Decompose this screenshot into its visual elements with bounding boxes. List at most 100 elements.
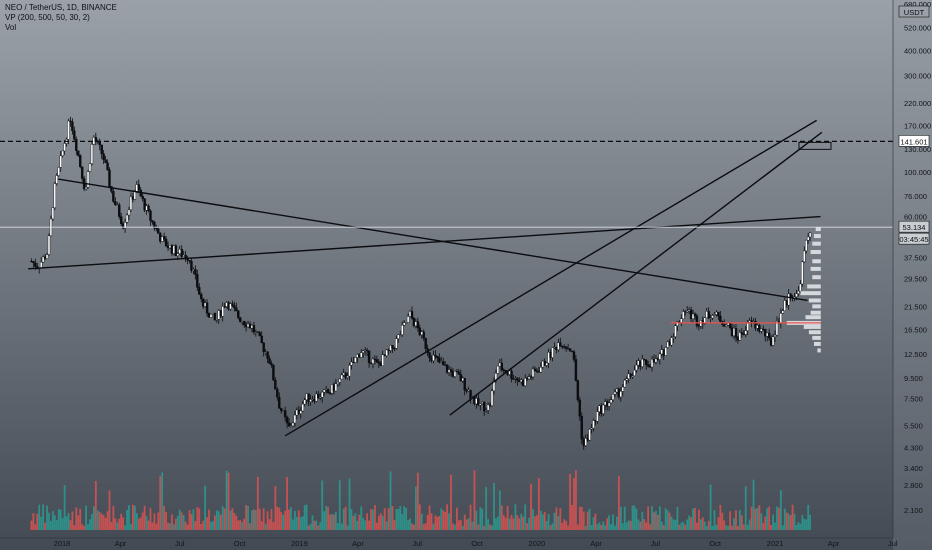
candle-body [781,310,785,314]
candle-body [609,399,613,404]
volume-bar [98,512,101,530]
volume-bar [354,513,357,530]
candle-body [34,262,37,267]
candle-body [270,363,273,366]
price-tick-label: 680.000 [904,0,931,9]
candle-body [764,328,767,337]
volume-bar [30,520,33,530]
candle-body [756,325,759,329]
volume-bar [633,505,636,530]
volume-bar [532,509,534,530]
candle-body [395,338,398,349]
time-tick-label: Jul [651,539,661,548]
candle-body [307,393,310,402]
volume-bar [483,525,486,530]
volume-bar [575,470,577,530]
volume-bar [627,520,630,530]
volume-bar [83,525,86,530]
candle-body [604,401,607,406]
trendline [449,131,823,416]
volume-bar [53,515,56,530]
volume-bar [327,506,329,530]
candle-body [490,390,494,406]
volume-bar [169,523,171,530]
candle-body [535,370,539,372]
volume-bar [383,507,386,530]
candle-body [576,380,580,401]
volume-bar [251,510,253,530]
candle-body [350,361,353,366]
candle-body [317,393,320,399]
candle-body [211,312,215,315]
candle-body [670,337,673,346]
volume-bar [241,522,244,530]
candle-body [650,359,654,368]
volume-bar [795,524,798,530]
volume-profile-indicator-label[interactable]: VP (200, 500, 50, 30, 2) [5,13,90,22]
candle-body [443,364,447,366]
candle-body [730,327,734,337]
volume-bar [116,522,119,530]
symbol-title[interactable]: NEO / TetherUS, 1D, BINANCE [5,3,117,12]
countdown-label: 03:45:45 [899,235,928,244]
candle-body [106,162,109,171]
volume-bar [352,515,355,530]
candle-body [108,169,111,187]
candle-body [379,362,382,366]
candle-body [246,323,250,328]
volume-bar [102,514,105,530]
candle-body [301,403,304,412]
volume-bar [215,510,218,530]
volume-bar [157,512,160,530]
time-tick-label: Apr [352,539,364,548]
volume-bar [752,479,755,530]
volume-bar [51,511,54,530]
volume-bar [79,508,82,530]
volume-bar [374,504,376,530]
candle-body [744,330,747,335]
chart-legend: NEO / TetherUS, 1D, BINANCE VP (200, 500… [5,3,117,33]
candle-body [445,364,449,373]
volume-bar [450,474,452,530]
volume-bar [32,513,35,530]
volume-profile-bin [813,341,821,346]
volume-bar [674,519,677,530]
candle-body [752,320,755,323]
volume-bar [543,511,546,530]
volume-bar [641,511,644,530]
candle-body [803,250,806,263]
volume-bar [307,525,310,530]
candle-body [656,358,660,360]
candle-body [137,184,140,191]
volume-bar [569,473,571,530]
candle-body [45,254,49,259]
volume-indicator-label[interactable]: Vol [5,23,17,32]
volume-bar [754,509,757,530]
volume-bar [132,504,134,530]
candle-body [516,377,519,381]
candle-body [518,380,521,382]
price-tick-label: 2.100 [904,506,923,515]
volume-bar [59,509,62,530]
volume-bar [229,510,232,530]
candle-body [118,204,121,217]
candle-body [401,325,404,335]
candle-body [59,155,62,168]
volume-bar [393,520,396,530]
time-tick-label: Apr [115,539,127,548]
volume-bar [389,471,392,530]
volume-bar [348,478,351,530]
candle-body [563,346,566,348]
countdown-label-bg [898,232,930,245]
candle-body [221,306,224,317]
volume-bar [682,521,685,530]
current-price-label-bg [898,220,930,233]
volume-bar [401,514,404,530]
volume-bar [438,515,441,530]
candle-body [654,358,658,363]
volume-bar [606,518,609,530]
volume-bar [411,523,413,530]
volume-bar [448,513,450,530]
volume-bar [545,520,548,530]
